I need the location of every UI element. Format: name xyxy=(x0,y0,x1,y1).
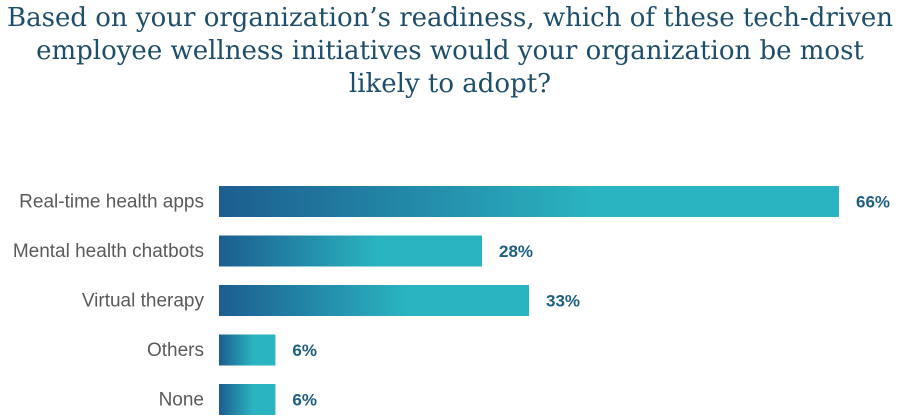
category-label-1: Mental health chatbots xyxy=(13,241,204,262)
category-label-0: Real-time health apps xyxy=(19,192,204,213)
value-label-3: 6% xyxy=(292,341,317,360)
category-label-3: Others xyxy=(147,340,204,361)
chart-title-line-3: likely to adopt? xyxy=(348,69,552,99)
bar-3 xyxy=(219,334,276,366)
chart-title: Based on your organization’s readiness, … xyxy=(0,2,900,101)
value-label-0: 66% xyxy=(856,193,890,212)
value-label-1: 28% xyxy=(499,242,533,261)
bar-2 xyxy=(219,285,529,316)
value-label-2: 33% xyxy=(546,292,580,311)
category-label-2: Virtual therapy xyxy=(82,291,205,312)
chart-title-line-1: Based on your organization’s readiness, … xyxy=(7,3,893,33)
chart-title-line-2: employee wellness initiatives would your… xyxy=(36,36,864,66)
bar-1 xyxy=(219,235,482,267)
bar-0 xyxy=(219,186,839,217)
value-label-4: 6% xyxy=(292,391,317,410)
category-label-4: None xyxy=(159,390,204,411)
bar-4 xyxy=(219,384,276,415)
